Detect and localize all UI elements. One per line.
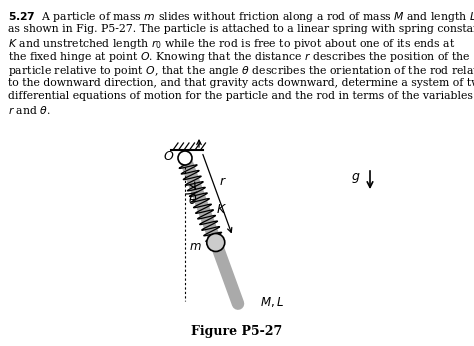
Text: $g$: $g$ [351, 171, 360, 185]
Circle shape [178, 151, 192, 165]
Text: $M, L$: $M, L$ [260, 295, 284, 309]
Text: $K$ and unstretched length $r_0$ while the rod is free to pivot about one of its: $K$ and unstretched length $r_0$ while t… [8, 37, 456, 51]
Text: $m$: $m$ [190, 240, 202, 253]
Text: $\mathbf{5.27}$  A particle of mass $m$ slides without friction along a rod of m: $\mathbf{5.27}$ A particle of mass $m$ s… [8, 10, 474, 24]
Text: differential equations of motion for the particle and the rod in terms of the va: differential equations of motion for the… [8, 91, 473, 101]
Text: to the downward direction, and that gravity acts downward, determine a system of: to the downward direction, and that grav… [8, 78, 474, 88]
Text: $r$ and $\theta$.: $r$ and $\theta$. [8, 104, 51, 117]
Text: $O$: $O$ [164, 149, 175, 163]
Text: $r$: $r$ [219, 175, 227, 188]
Text: as shown in Fig. P5-27. The particle is attached to a linear spring with spring : as shown in Fig. P5-27. The particle is … [8, 24, 474, 34]
Circle shape [207, 234, 225, 252]
Text: the fixed hinge at point $O$. Knowing that the distance $r$ describes the positi: the fixed hinge at point $O$. Knowing th… [8, 51, 471, 64]
Text: $K$: $K$ [217, 203, 228, 216]
Text: $\theta$: $\theta$ [188, 193, 198, 207]
Text: particle relative to point $O$, that the angle $\theta$ describes the orientatio: particle relative to point $O$, that the… [8, 64, 474, 78]
Text: Figure P5-27: Figure P5-27 [191, 325, 283, 338]
